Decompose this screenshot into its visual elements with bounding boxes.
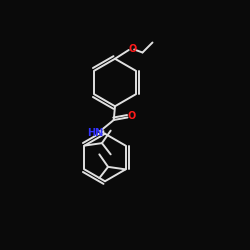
Text: O: O — [127, 111, 136, 121]
Text: O: O — [128, 44, 136, 54]
Text: HN: HN — [88, 128, 104, 138]
